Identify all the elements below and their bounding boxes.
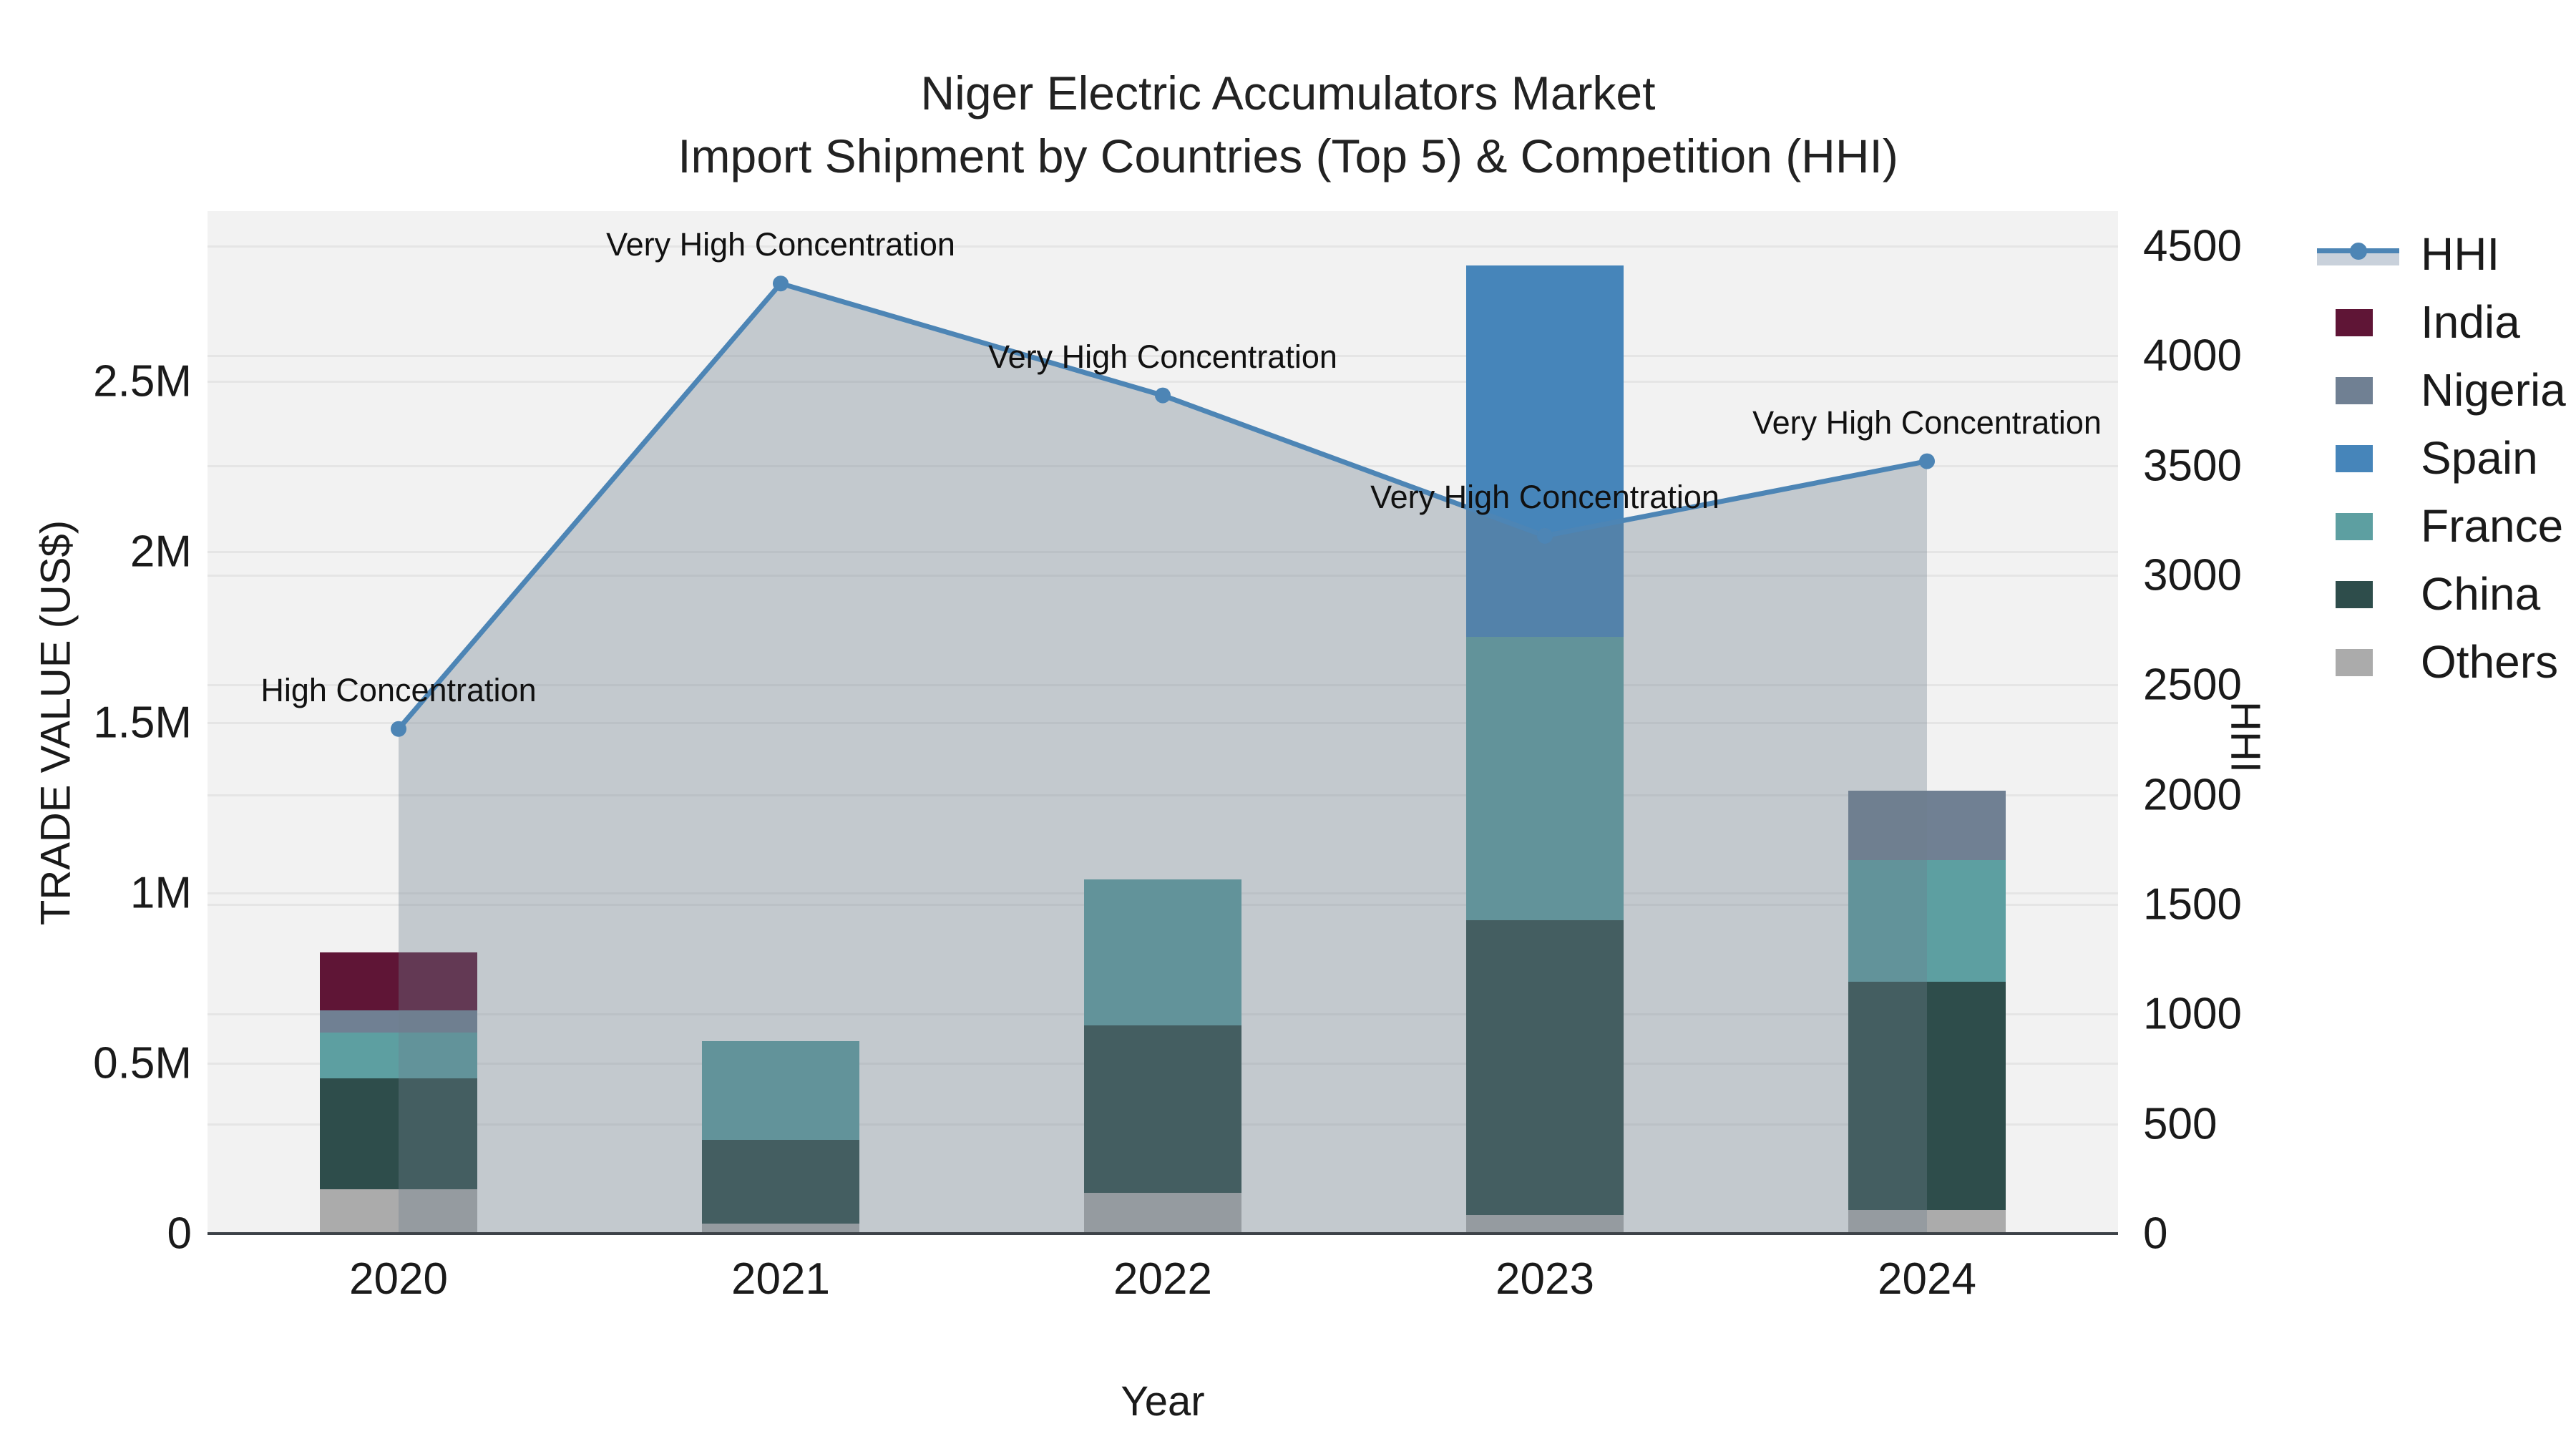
gridline [208,381,2118,384]
hhi-annotation-2021: Very High Concentration [606,226,955,263]
y-axis-tick-right: 4500 [2143,221,2242,271]
bar-segment-others-2022 [1084,1192,1241,1234]
bar-segment-france-2023 [1466,637,1624,920]
legend-color-swatch [2336,377,2373,404]
y-axis-tick-left: 0.5M [93,1038,192,1088]
hhi-marker-2021 [773,275,789,292]
y-axis-title-right: HHI [2222,701,2269,773]
bar-segment-others-2023 [1466,1214,1624,1234]
legend-label: France [2421,500,2564,552]
bar-segment-france-2024 [1848,860,2006,982]
x-axis-tick-2024: 2024 [1878,1254,1976,1304]
legend-color-swatch [2336,309,2373,336]
bar-segment-france-2021 [702,1040,859,1140]
gridline [208,464,2118,467]
bar-segment-china-2023 [1466,919,1624,1215]
bar-segment-india-2020 [320,952,477,1010]
gridline [208,551,2118,554]
gridline [208,355,2118,358]
hhi-marker-2022 [1155,387,1171,404]
y-axis-tick-right: 1000 [2143,989,2242,1039]
legend-swatch-icon [2317,578,2399,610]
y-axis-tick-left: 1.5M [93,698,192,747]
hhi-annotation-2024: Very High Concentration [1752,404,2102,441]
hhi-annotation-2023: Very High Concentration [1370,478,1719,515]
y-axis-tick-right: 4000 [2143,331,2242,381]
x-axis-tick-2023: 2023 [1496,1254,1594,1304]
bar-segment-china-2021 [702,1140,859,1224]
legend-label: Nigeria [2421,364,2566,416]
legend-swatch-icon [2317,374,2399,406]
legend-item-hhi[interactable]: HHI [2317,228,2566,280]
legend-color-swatch [2336,513,2373,540]
chart-title: Niger Electric Accumulators Market Impor… [0,62,2576,187]
legend-color-swatch [2336,649,2373,676]
bar-segment-china-2022 [1084,1025,1241,1193]
x-axis-tick-2021: 2021 [731,1254,830,1304]
y-axis-tick-left: 2M [130,527,192,577]
hhi-marker-2024 [1919,453,1935,469]
y-axis-tick-right: 3000 [2143,550,2242,600]
legend-swatch-icon [2317,306,2399,338]
legend: HHI India Nigeria Spain France China Others [2317,228,2566,705]
chart-title-line2: Import Shipment by Countries (Top 5) & C… [678,130,1898,182]
bar-segment-others-2020 [320,1189,477,1234]
bar-segment-china-2020 [320,1078,477,1190]
legend-item-spain[interactable]: Spain [2317,432,2566,484]
gridline [208,794,2118,796]
legend-item-france[interactable]: France [2317,500,2566,552]
legend-swatch-icon [2317,646,2399,678]
y-axis-tick-right: 3500 [2143,441,2242,491]
gridline [208,575,2118,577]
bar-segment-france-2020 [320,1032,477,1079]
y-axis-tick-right: 2000 [2143,770,2242,820]
legend-label: Spain [2421,432,2538,484]
x-axis-title: Year [1121,1378,1205,1425]
y-axis-tick-right: 1500 [2143,879,2242,930]
y-axis-tick-left: 0 [167,1209,192,1259]
y-axis-tick-right: 0 [2143,1209,2168,1259]
bar-segment-france-2022 [1084,879,1241,1026]
y-axis-tick-left: 1M [130,868,192,918]
bar-segment-spain-2023 [1466,265,1624,638]
hhi-marker-2020 [391,721,406,737]
gridline [208,245,2118,248]
chart-title-line1: Niger Electric Accumulators Market [920,67,1656,119]
bar-segment-nigeria-2020 [320,1010,477,1033]
hhi-annotation-2022: Very High Concentration [988,338,1337,375]
legend-color-swatch [2336,581,2373,608]
bar-segment-nigeria-2024 [1848,790,2006,861]
legend-label: China [2421,568,2541,620]
hhi-marker-dot [2350,243,2367,260]
gridline [208,684,2118,687]
legend-item-india[interactable]: India [2317,296,2566,348]
legend-label: Others [2421,636,2559,688]
bar-segment-others-2021 [702,1223,859,1234]
gridline [208,721,2118,724]
x-axis-tick-2022: 2022 [1113,1254,1212,1304]
x-axis-line [208,1232,2118,1235]
legend-item-china[interactable]: China [2317,568,2566,620]
bar-segment-others-2024 [1848,1209,2006,1234]
hhi-line-icon [2317,238,2399,270]
legend-label: India [2421,296,2520,348]
legend-color-swatch [2336,445,2373,472]
hhi-annotation-2020: High Concentration [260,671,537,708]
x-axis-tick-2020: 2020 [349,1254,448,1304]
hhi-area-fill [399,283,1927,1234]
bar-segment-china-2024 [1848,981,2006,1210]
legend-swatch-icon [2317,510,2399,542]
hhi-overlay [391,275,1935,1234]
y-axis-tick-right: 2500 [2143,660,2242,710]
hhi-marker-2023 [1537,527,1553,544]
legend-label: HHI [2421,228,2500,280]
y-axis-tick-right: 500 [2143,1099,2218,1149]
y-axis-tick-left: 2.5M [93,356,192,406]
legend-item-others[interactable]: Others [2317,636,2566,688]
legend-swatch-icon [2317,442,2399,474]
legend-item-nigeria[interactable]: Nigeria [2317,364,2566,416]
